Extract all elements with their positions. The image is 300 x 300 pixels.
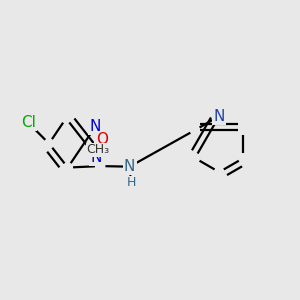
Text: N: N bbox=[124, 159, 135, 174]
Text: CH₃: CH₃ bbox=[86, 143, 109, 156]
Text: N: N bbox=[91, 150, 102, 165]
Text: Cl: Cl bbox=[21, 115, 36, 130]
Text: O: O bbox=[96, 132, 108, 147]
Text: H: H bbox=[126, 176, 136, 189]
Text: N: N bbox=[214, 109, 225, 124]
Text: N: N bbox=[90, 119, 101, 134]
